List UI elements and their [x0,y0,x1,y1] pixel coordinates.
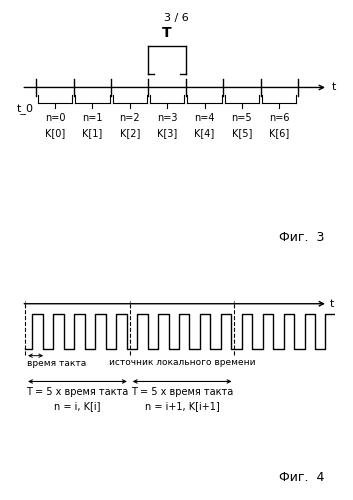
Text: n=0: n=0 [45,112,65,122]
Text: Фиг.  4: Фиг. 4 [279,471,324,484]
Text: n=2: n=2 [119,112,140,122]
Text: K[3]: K[3] [157,128,177,138]
Text: t: t [330,298,334,308]
Text: K[2]: K[2] [120,128,140,138]
Text: K[1]: K[1] [82,128,102,138]
Text: n=4: n=4 [194,112,215,122]
Text: n=1: n=1 [82,112,103,122]
Text: t_0: t_0 [17,103,34,114]
Text: T = 5 x время такта
n = i, K[i]: T = 5 x время такта n = i, K[i] [26,386,128,410]
Text: K[0]: K[0] [45,128,65,138]
Text: t: t [331,82,336,92]
Text: источник локального времени: источник локального времени [109,358,255,367]
Text: T = 5 x время такта
n = i+1, K[i+1]: T = 5 x время такта n = i+1, K[i+1] [131,386,233,410]
Text: время такта: время такта [27,360,86,368]
Text: 3 / 6: 3 / 6 [164,12,189,22]
Text: n=6: n=6 [269,112,289,122]
Text: K[5]: K[5] [232,128,252,138]
Text: Фиг.  3: Фиг. 3 [279,231,324,244]
Text: n=5: n=5 [232,112,252,122]
Text: T: T [162,26,172,40]
Text: K[4]: K[4] [195,128,215,138]
Text: K[6]: K[6] [269,128,289,138]
Text: n=3: n=3 [157,112,178,122]
